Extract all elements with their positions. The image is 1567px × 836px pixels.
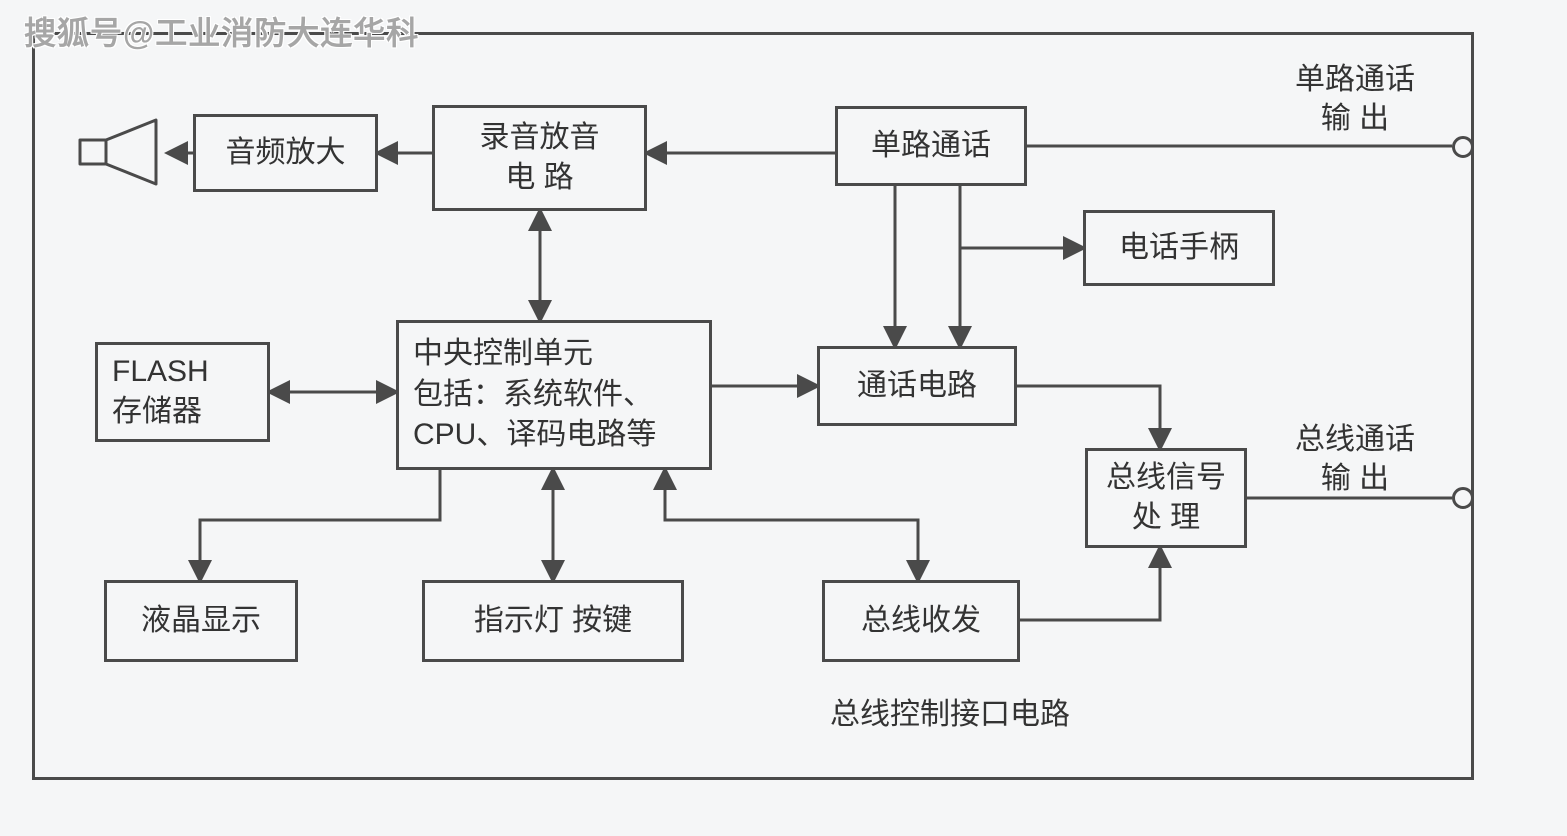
node-call-ckt: 通话电路 (817, 346, 1017, 426)
node-audio-amp: 音频放大 (193, 114, 378, 192)
node-label: 液晶显示 (141, 601, 261, 642)
node-label: 音频放大 (226, 133, 346, 174)
watermark-text: 搜狐号@工业消防大连华科 (24, 8, 419, 54)
node-flash: FLASH存储器 (95, 342, 270, 442)
node-bus-txrx: 总线收发 (822, 580, 1020, 662)
node-handset: 电话手柄 (1083, 210, 1275, 286)
node-label: FLASH存储器 (112, 352, 209, 433)
node-bus-sig: 总线信号处 理 (1085, 448, 1247, 548)
node-cpu: 中央控制单元包括：系统软件、CPU、译码电路等 (396, 320, 712, 470)
node-rec-play: 录音放音电 路 (432, 105, 647, 211)
node-label: 总线收发 (861, 601, 981, 642)
node-label: 总线信号处 理 (1106, 458, 1226, 539)
label-bus-out: 总线通话输 出 (1270, 420, 1440, 498)
node-label: 指示灯 按键 (474, 601, 632, 642)
node-label: 通话电路 (857, 366, 977, 407)
node-lcd: 液晶显示 (104, 580, 298, 662)
node-label: 录音放音电 路 (480, 118, 600, 199)
node-led-key: 指示灯 按键 (422, 580, 684, 662)
node-label: 单路通话 (871, 126, 991, 167)
label-single-out: 单路通话输 出 (1270, 60, 1440, 138)
node-label: 电话手柄 (1119, 228, 1239, 269)
terminal-single-out (1452, 136, 1474, 158)
speaker-icon (76, 116, 168, 188)
node-label: 中央控制单元包括：系统软件、CPU、译码电路等 (413, 334, 656, 456)
terminal-bus-out (1452, 487, 1474, 509)
node-single-call: 单路通话 (835, 106, 1027, 186)
label-bus-iface: 总线控制接口电路 (810, 695, 1090, 734)
